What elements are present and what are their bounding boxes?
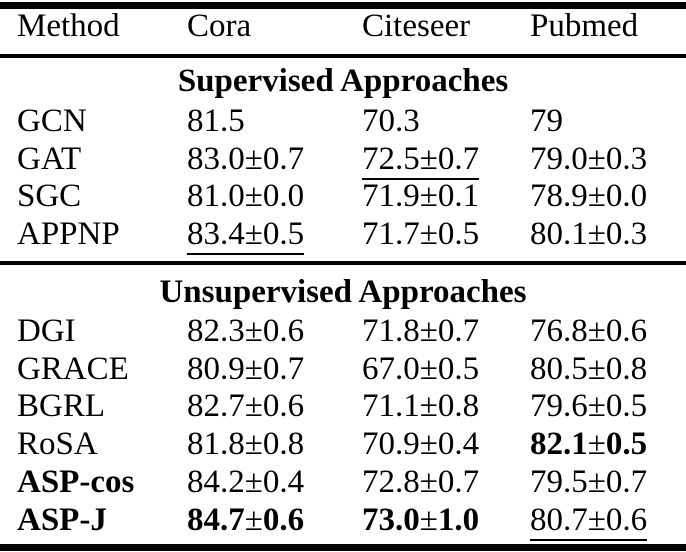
value-cell: 80.5±0.8: [530, 351, 648, 387]
table-row: ASP-cos 84.2±0.4 72.8±0.7 79.5±0.7: [0, 463, 686, 501]
value-cell: 71.7±0.5: [362, 216, 480, 252]
table-row: DGI 82.3±0.6 71.8±0.7 76.8±0.6: [0, 312, 686, 350]
value-cell: 82.7±0.6: [187, 388, 305, 424]
method-cell: BGRL: [17, 388, 106, 424]
value-cell: 79.6±0.5: [530, 388, 648, 424]
value-cell: 79.0±0.3: [530, 141, 648, 177]
value-cell: 71.9±0.1: [362, 178, 480, 214]
table-row: BGRL 82.7±0.6 71.1±0.8 79.6±0.5: [0, 387, 686, 425]
value-cell: 80.7±0.6: [530, 501, 648, 541]
table-row: GAT 83.0±0.7 72.5±0.7 79.0±0.3: [0, 140, 686, 180]
value-cell: 84.7±0.6: [187, 502, 305, 538]
table-row: APPNP 83.4±0.5 71.7±0.5 80.1±0.3: [0, 215, 686, 255]
value-cell: 79: [530, 103, 563, 139]
value-cell: 79.5±0.7: [530, 464, 648, 500]
value-cell: 72.5±0.7: [362, 140, 480, 180]
value-cell: 70.3: [362, 103, 420, 139]
method-cell: GAT: [17, 141, 82, 177]
value-cell: 81.8±0.8: [187, 426, 305, 462]
header-separator-rule: [0, 54, 686, 58]
section-title: Supervised Approaches: [177, 63, 509, 99]
value-cell: 72.8±0.7: [362, 464, 480, 500]
value-cell: 82.1±0.5: [530, 426, 648, 462]
table-row: GCN 81.5 70.3 79: [0, 102, 686, 140]
value-cell: 83.4±0.5: [187, 215, 305, 255]
column-header-method: Method: [17, 8, 120, 44]
table-row: GRACE 80.9±0.7 67.0±0.5 80.5±0.8: [0, 350, 686, 388]
method-cell: SGC: [17, 178, 82, 214]
value-cell: 71.8±0.7: [362, 313, 480, 349]
method-cell: APPNP: [17, 216, 120, 252]
table-row: SGC 81.0±0.0 71.9±0.1 78.9±0.0: [0, 177, 686, 215]
method-cell: ASP-cos: [17, 464, 135, 500]
value-cell: 67.0±0.5: [362, 351, 480, 387]
value-cell: 80.9±0.7: [187, 351, 305, 387]
column-header-cora: Cora: [187, 8, 252, 44]
section-separator-rule: [0, 261, 686, 265]
value-cell: 76.8±0.6: [530, 313, 648, 349]
table-row: ASP-J 84.7±0.6 73.0±1.0 80.7±0.6: [0, 501, 686, 541]
plus-minus-sign: ±: [587, 426, 606, 462]
plus-minus-sign: ±: [419, 502, 438, 538]
column-header-pubmed: Pubmed: [530, 8, 639, 44]
bottom-rule: [0, 544, 686, 551]
top-rule: [0, 2, 686, 9]
method-cell: GCN: [17, 103, 87, 139]
method-cell: DGI: [17, 313, 76, 349]
value-cell: 82.3±0.6: [187, 313, 305, 349]
value-cell: 81.5: [187, 103, 245, 139]
value-cell: 80.1±0.3: [530, 216, 648, 252]
table-header-row: Method Cora Citeseer Pubmed: [0, 7, 686, 45]
method-cell: GRACE: [17, 351, 129, 387]
plus-minus-sign: ±: [244, 502, 263, 538]
value-cell: 71.1±0.8: [362, 388, 480, 424]
section-title: Unsupervised Approaches: [159, 274, 527, 310]
method-cell: ASP-J: [17, 502, 107, 538]
value-cell: 78.9±0.0: [530, 178, 648, 214]
method-cell: RoSA: [17, 426, 98, 462]
value-cell: 70.9±0.4: [362, 426, 480, 462]
column-header-citeseer: Citeseer: [362, 8, 471, 44]
value-cell: 81.0±0.0: [187, 178, 305, 214]
value-cell: 84.2±0.4: [187, 464, 305, 500]
value-cell: 73.0±1.0: [362, 502, 480, 538]
table-row: RoSA 81.8±0.8 70.9±0.4 82.1±0.5: [0, 425, 686, 463]
value-cell: 83.0±0.7: [187, 141, 305, 177]
